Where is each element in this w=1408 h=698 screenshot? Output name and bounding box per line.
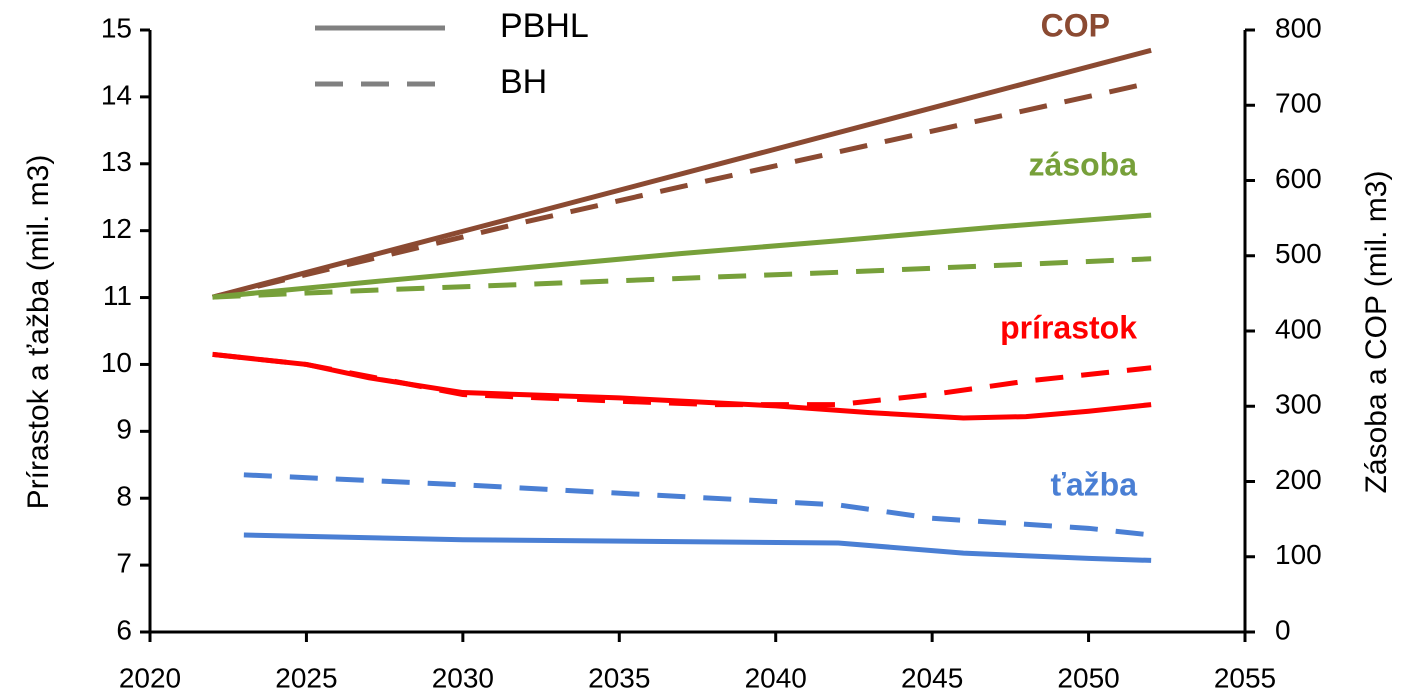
series-line <box>212 212 1152 300</box>
x-tick-label: 2055 <box>1214 662 1276 693</box>
y2-tick-label: 500 <box>1275 238 1322 269</box>
y-tick-label: 14 <box>101 79 132 110</box>
series-label: COP <box>1041 7 1110 43</box>
series-label: prírastok <box>1000 309 1137 345</box>
y2-tick-label: 100 <box>1275 539 1322 570</box>
series-line <box>211 80 1152 300</box>
series-line <box>212 351 1152 421</box>
y-tick-label: 13 <box>101 146 132 177</box>
series-label: zásoba <box>1029 146 1138 182</box>
y-axis-title: Prírastok a ťažba (mil. m3) <box>22 155 55 510</box>
x-tick-label: 2050 <box>1057 662 1119 693</box>
y2-tick-label: 800 <box>1275 12 1322 43</box>
series-line <box>243 472 1152 538</box>
legend-label: PBHL <box>500 7 589 45</box>
x-tick-label: 2025 <box>275 662 337 693</box>
series-line <box>212 256 1152 300</box>
y2-tick-label: 700 <box>1275 88 1322 119</box>
x-tick-label: 2030 <box>432 662 494 693</box>
y-tick-label: 9 <box>116 414 132 445</box>
x-tick-label: 2045 <box>901 662 963 693</box>
y2-tick-label: 0 <box>1275 614 1291 645</box>
series-line <box>243 532 1152 563</box>
series-label: ťažba <box>1051 466 1138 502</box>
y-tick-label: 10 <box>101 347 132 378</box>
y-tick-label: 7 <box>116 548 132 579</box>
y-tick-label: 11 <box>103 280 132 311</box>
x-tick-label: 2040 <box>745 662 807 693</box>
y2-tick-label: 200 <box>1275 464 1322 495</box>
y-tick-label: 8 <box>116 481 132 512</box>
x-tick-label: 2020 <box>119 662 181 693</box>
legend-label: BH <box>500 63 547 101</box>
y-tick-label: 6 <box>116 614 132 645</box>
y2-tick-label: 300 <box>1275 389 1322 420</box>
y2-tick-label: 600 <box>1275 163 1322 194</box>
x-tick-label: 2035 <box>588 662 650 693</box>
series-line <box>212 351 1152 408</box>
series-line <box>211 47 1152 300</box>
y-tick-label: 15 <box>101 12 132 43</box>
y2-tick-label: 400 <box>1275 313 1322 344</box>
y-tick-label: 12 <box>101 213 132 244</box>
y2-axis-title: Zásoba a COP (mil. m3) <box>1360 171 1393 494</box>
